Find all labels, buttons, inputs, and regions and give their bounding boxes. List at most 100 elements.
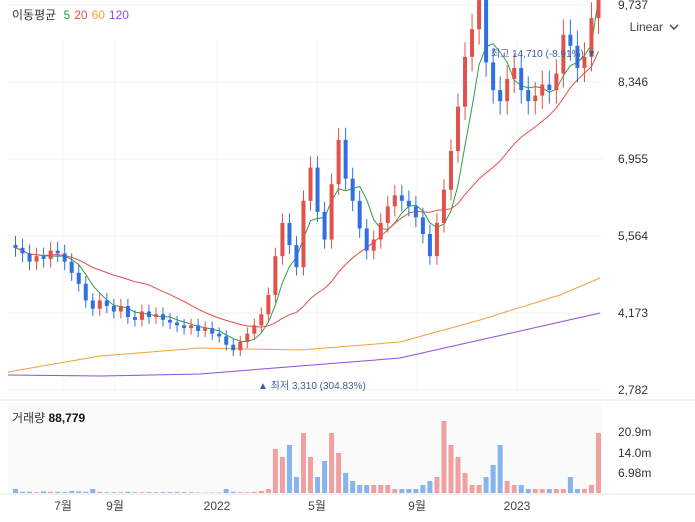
volume-bar — [111, 492, 117, 493]
volume-bar — [244, 492, 250, 493]
volume-bar — [413, 489, 419, 493]
volume-tick: 20.9m — [618, 425, 651, 439]
candle-body — [484, 0, 489, 63]
candle-body — [406, 200, 411, 207]
candle-body — [463, 56, 468, 107]
volume-bar — [300, 433, 306, 493]
candle-body — [48, 250, 53, 259]
candle-body — [392, 195, 397, 207]
volume-bar — [574, 489, 580, 493]
volume-bar — [336, 453, 342, 493]
volume-bar — [139, 492, 145, 493]
volume-bar — [293, 477, 299, 493]
volume-bar — [160, 492, 166, 493]
time-tick: 9월 — [106, 499, 124, 513]
candle-body — [266, 294, 271, 315]
candle-body — [189, 325, 194, 329]
candle-body — [329, 184, 334, 240]
volume-bar — [392, 489, 398, 493]
candle-body — [420, 217, 425, 235]
candle-body — [210, 328, 215, 334]
ma-legend-title: 이동평균 — [12, 8, 57, 22]
candle-body — [301, 200, 306, 268]
candle-body — [125, 305, 130, 318]
volume-bar — [322, 461, 328, 493]
volume-bar — [167, 492, 173, 493]
volume-bar — [279, 457, 285, 493]
volume-bar — [504, 481, 510, 493]
volume-bar — [546, 489, 552, 493]
volume-bar — [27, 491, 33, 493]
volume-tick: 6.98m — [618, 466, 651, 480]
volume-bar — [378, 485, 384, 493]
candle-body — [308, 167, 313, 201]
volume-bar — [532, 489, 538, 493]
candle-body — [238, 341, 243, 351]
candle-body — [175, 322, 180, 326]
candle-body — [76, 272, 81, 284]
candle-body — [498, 90, 503, 102]
volume-bar — [364, 485, 370, 493]
candle-body — [259, 314, 264, 326]
volume-bar — [588, 485, 594, 493]
candle-body — [146, 311, 151, 318]
volume-bar — [272, 449, 278, 493]
volume-bar — [553, 489, 559, 493]
candle-body — [448, 150, 453, 190]
candle-body — [90, 300, 95, 309]
volume-bar — [132, 492, 138, 493]
candle-body — [413, 206, 418, 218]
candle-body — [399, 195, 404, 201]
candle-body — [589, 18, 594, 57]
ma-legend-20: 20 — [74, 8, 88, 22]
candle-body — [427, 234, 432, 257]
candle-body — [364, 228, 369, 251]
candle-body — [554, 73, 559, 91]
volume-bar — [125, 491, 131, 493]
candle-body — [69, 261, 74, 273]
chevron-down-icon — [669, 24, 679, 30]
candle-body — [547, 84, 552, 91]
volume-bar — [455, 457, 461, 493]
candle-body — [20, 247, 25, 254]
candle-body — [533, 95, 538, 102]
candle-body — [111, 305, 116, 312]
volume-bar — [69, 491, 75, 493]
candle-body — [477, 0, 482, 30]
volume-bar — [350, 481, 356, 493]
candle-body — [287, 222, 292, 246]
candle-body — [519, 67, 524, 91]
price-tick: 2,782 — [618, 383, 648, 397]
candle-body — [55, 250, 60, 254]
candle-body — [526, 90, 531, 102]
candle-body — [540, 84, 545, 96]
volume-bar — [490, 465, 496, 493]
price-tick: 8,346 — [618, 75, 648, 89]
volume-bar — [20, 491, 26, 493]
volume-bar — [343, 473, 349, 493]
candle-body — [139, 311, 144, 320]
candle-body — [97, 300, 102, 309]
candle-body — [322, 211, 327, 240]
candle-body — [217, 333, 222, 337]
scale-toggle[interactable]: Linear — [630, 20, 679, 34]
candle-body — [434, 222, 439, 257]
volume-bar — [560, 489, 566, 493]
candle-body — [196, 325, 201, 331]
candle-body — [512, 67, 517, 80]
volume-bar — [357, 485, 363, 493]
time-tick: 7월 — [54, 499, 72, 513]
candle-body — [168, 319, 173, 323]
candle-body — [27, 253, 32, 262]
volume-bar — [448, 445, 454, 493]
candle-body — [294, 245, 299, 268]
time-tick: 2023 — [504, 499, 531, 513]
candle-body — [575, 45, 580, 68]
ma120-line — [7, 312, 601, 377]
candle-body — [582, 56, 587, 68]
volume-bar — [223, 489, 229, 493]
volume-bar — [153, 492, 159, 493]
time-tick: 9월 — [408, 499, 426, 513]
time-tick: 5월 — [308, 499, 326, 513]
